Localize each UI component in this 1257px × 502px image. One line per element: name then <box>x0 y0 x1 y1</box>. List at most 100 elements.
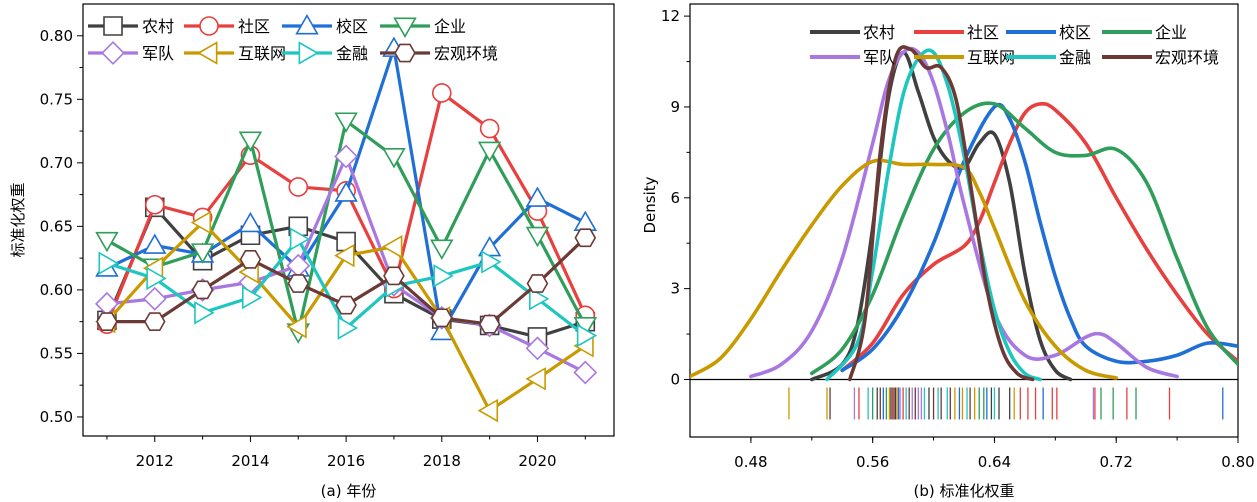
density-curve-宏观环境 <box>848 45 1035 382</box>
density-curves <box>690 45 1238 382</box>
data-point <box>431 83 452 103</box>
data-point <box>286 314 307 339</box>
legend-label: 校区 <box>1059 23 1091 42</box>
legend-label: 互联网 <box>967 48 1015 67</box>
x-tick-label: 2020 <box>518 452 556 470</box>
data-point <box>382 148 406 169</box>
legend-label: 农村 <box>863 23 895 42</box>
density-curve-企业 <box>809 101 1238 376</box>
y-tick-label: 0.80 <box>40 27 73 45</box>
legend-item: 互联网 <box>184 41 286 65</box>
density-curve-社区 <box>840 101 1238 373</box>
legend-label: 企业 <box>1155 23 1187 42</box>
density-curve-军队 <box>749 46 1179 379</box>
x-tick-label: 0.64 <box>978 453 1011 471</box>
data-point <box>574 228 597 248</box>
legend-label: 互联网 <box>238 44 286 63</box>
x-tick-label: 0.56 <box>856 453 889 471</box>
data-point <box>525 336 550 361</box>
data-point <box>335 295 357 315</box>
y-tick-label: 0.50 <box>40 408 73 426</box>
data-point <box>143 233 167 254</box>
data-point <box>573 210 598 231</box>
y-tick-label: 0.75 <box>40 90 73 108</box>
y-tick-label: 6 <box>670 189 680 207</box>
data-point <box>576 323 598 348</box>
data-point <box>146 266 167 291</box>
legend-label: 社区 <box>238 17 270 36</box>
series-line <box>105 205 586 339</box>
legend-label: 金融 <box>336 44 368 63</box>
data-point <box>287 274 310 293</box>
data-point <box>433 264 454 288</box>
legend-item: 企业 <box>1102 23 1187 42</box>
x-tick-label: 2012 <box>136 452 174 470</box>
legend-item: 宏观环境 <box>1102 48 1219 67</box>
data-point <box>430 308 453 328</box>
density-curve-校区 <box>840 102 1238 373</box>
legend-label: 企业 <box>434 17 466 36</box>
legend-label: 校区 <box>336 17 368 36</box>
data-point <box>525 226 550 248</box>
legend-marker <box>394 43 416 63</box>
legend-item: 社区 <box>914 23 999 42</box>
legend-label: 社区 <box>967 23 999 42</box>
data-point <box>573 360 598 385</box>
legend-item: 农村 <box>88 16 174 36</box>
legend-item: 企业 <box>380 17 466 38</box>
legend-item: 互联网 <box>914 48 1015 67</box>
legend-item: 农村 <box>810 23 895 42</box>
panel-a-caption: (a) 年份 <box>321 482 377 500</box>
data-point <box>477 398 499 423</box>
legend-label: 宏观环境 <box>1155 48 1219 67</box>
data-point <box>337 316 359 340</box>
y-axis-label: Density <box>641 176 659 233</box>
series-宏观环境 <box>96 228 597 334</box>
data-point <box>481 250 502 274</box>
data-point <box>525 367 546 391</box>
data-point <box>142 286 167 311</box>
x-tick-label: 0.80 <box>1221 453 1254 471</box>
y-tick-label: 12 <box>661 7 680 25</box>
legend-marker <box>101 41 125 65</box>
data-point <box>525 186 550 207</box>
data-point <box>381 234 403 259</box>
x-tick-label: 0.48 <box>734 453 767 471</box>
panel-b-caption: (b) 标准化权重 <box>914 482 1015 500</box>
density-curve-互联网 <box>690 158 1119 380</box>
legend-item: 校区 <box>1006 23 1091 42</box>
legend-marker <box>199 16 219 36</box>
plot-frame <box>689 3 1239 438</box>
data-point <box>190 243 215 264</box>
data-point <box>238 211 263 233</box>
legend-item: 金融 <box>282 41 368 65</box>
legend-marker <box>298 41 319 65</box>
data-point <box>143 312 166 332</box>
data-point <box>144 194 165 215</box>
data-point <box>383 266 405 286</box>
legend-label: 农村 <box>142 17 174 36</box>
legend-label: 军队 <box>863 48 895 67</box>
panel-a-year-chart: 2012 2014 2016 2018 2020 0.50 0.55 0.60 0.65 0.70… <box>9 3 615 500</box>
y-tick-label: 0.60 <box>40 281 73 299</box>
legend-item: 军队 <box>810 48 895 67</box>
data-point <box>98 251 119 275</box>
y-tick-label: 3 <box>670 280 680 298</box>
data-point <box>96 312 118 332</box>
x-tick-label: 2016 <box>327 452 365 470</box>
data-point <box>430 239 454 260</box>
legend-marker <box>103 16 123 36</box>
y-tick-label: 0.65 <box>40 217 73 235</box>
panel-b-density-chart: 0.48 0.56 0.64 0.72 0.80 0 3 6 9 12 Density (b) 标准化… <box>641 3 1255 500</box>
rug <box>788 387 1224 420</box>
data-point <box>190 210 212 235</box>
data-point <box>334 181 358 202</box>
legend-marker <box>197 41 218 65</box>
legend-item: 宏观环境 <box>380 43 498 63</box>
data-point <box>194 301 215 325</box>
y-tick-label: 0.55 <box>40 344 73 362</box>
data-point <box>239 250 262 269</box>
data-point <box>334 243 355 268</box>
